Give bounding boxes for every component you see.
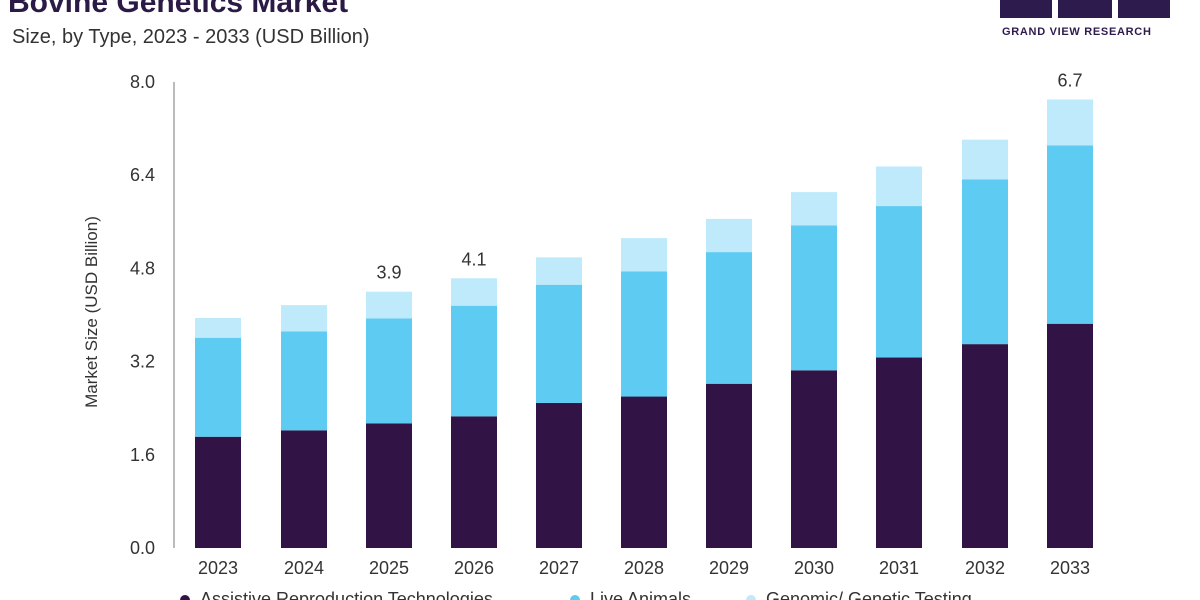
y-tick-label: 3.2	[130, 352, 155, 372]
bar-segment	[962, 344, 1008, 548]
bar-segment	[791, 192, 837, 226]
bar-segment	[366, 291, 412, 319]
x-axis-ticks: 2023 2024 2025 2026 2027 2028 2029 2030 2031 2032…	[198, 558, 1090, 578]
legend-label: Genomic/ Genetic Testing	[766, 589, 972, 600]
bar-segment	[791, 225, 837, 371]
bar-segment	[962, 179, 1008, 345]
legend-label: Live Animals	[590, 589, 692, 600]
bar-segment	[195, 436, 241, 548]
bar-segment	[962, 139, 1008, 180]
bar-segment	[1047, 323, 1093, 548]
x-tick-label: 2027	[539, 558, 579, 578]
chart-title: Bovine Genetics Market	[8, 0, 349, 19]
y-axis-title: Market Size (USD Billion)	[82, 216, 101, 408]
legend-swatch	[746, 594, 756, 600]
logo-block-left	[1000, 0, 1052, 18]
legend-item: Live Animals	[570, 589, 691, 600]
chart-subtitle: Size, by Type, 2023 - 2033 (USD Billion)	[12, 26, 370, 48]
bar-segment	[366, 423, 412, 548]
bar-segment	[451, 278, 497, 306]
bar-segment	[1047, 99, 1093, 146]
bar-segment	[706, 383, 752, 548]
bar-segment	[536, 402, 582, 548]
x-tick-label: 2026	[454, 558, 494, 578]
bar-segment	[706, 218, 752, 253]
bar-segment	[195, 337, 241, 437]
y-tick-label: 8.0	[130, 72, 155, 92]
bar-segment	[706, 252, 752, 384]
bar-segment	[621, 238, 667, 272]
total-label: 4.1	[461, 249, 486, 269]
bar-segment	[876, 206, 922, 358]
x-tick-label: 2028	[624, 558, 664, 578]
bar-segment	[1047, 145, 1093, 324]
x-tick-label: 2023	[198, 558, 238, 578]
x-tick-label: 2025	[369, 558, 409, 578]
total-labels: 3.9 4.1 6.7	[376, 70, 1082, 282]
bar-segment	[366, 318, 412, 424]
bar-series	[195, 99, 1093, 548]
bar-segment	[536, 257, 582, 285]
y-tick-label: 0.0	[130, 538, 155, 558]
bar-segment	[451, 416, 497, 548]
legend-label: Assistive Reproduction Technologies	[200, 589, 493, 600]
bar-segment	[281, 331, 327, 431]
legend-item: Genomic/ Genetic Testing	[746, 589, 972, 600]
bar-segment	[536, 284, 582, 403]
grand-view-research-logo: GRAND VIEW RESEARCH	[1000, 0, 1172, 42]
legend-swatch	[180, 594, 190, 600]
x-tick-label: 2032	[965, 558, 1005, 578]
x-tick-label: 2031	[879, 558, 919, 578]
logo-text: GRAND VIEW RESEARCH	[1002, 26, 1152, 38]
x-tick-label: 2030	[794, 558, 834, 578]
y-tick-label: 1.6	[130, 445, 155, 465]
x-tick-label: 2033	[1050, 558, 1090, 578]
bar-segment	[195, 317, 241, 338]
bar-segment	[791, 370, 837, 548]
bar-segment	[281, 430, 327, 548]
legend-item: Assistive Reproduction Technologies	[180, 589, 493, 600]
y-axis-ticks: 0.0 1.6 3.2 4.8 6.4 8.0	[130, 72, 155, 558]
bar-segment	[876, 357, 922, 548]
bar-segment	[281, 305, 327, 332]
total-label: 6.7	[1057, 70, 1082, 90]
logo-mark	[1000, 0, 1172, 18]
logo-block-right	[1118, 0, 1170, 18]
logo-block-middle	[1058, 0, 1112, 18]
bar-segment	[621, 396, 667, 548]
x-tick-label: 2024	[284, 558, 324, 578]
total-label: 3.9	[376, 263, 401, 283]
legend-swatch	[570, 594, 580, 600]
y-tick-label: 4.8	[130, 258, 155, 278]
x-tick-label: 2029	[709, 558, 749, 578]
bar-segment	[621, 271, 667, 397]
bar-segment	[876, 166, 922, 207]
y-tick-label: 6.4	[130, 165, 155, 185]
bar-segment	[451, 305, 497, 417]
